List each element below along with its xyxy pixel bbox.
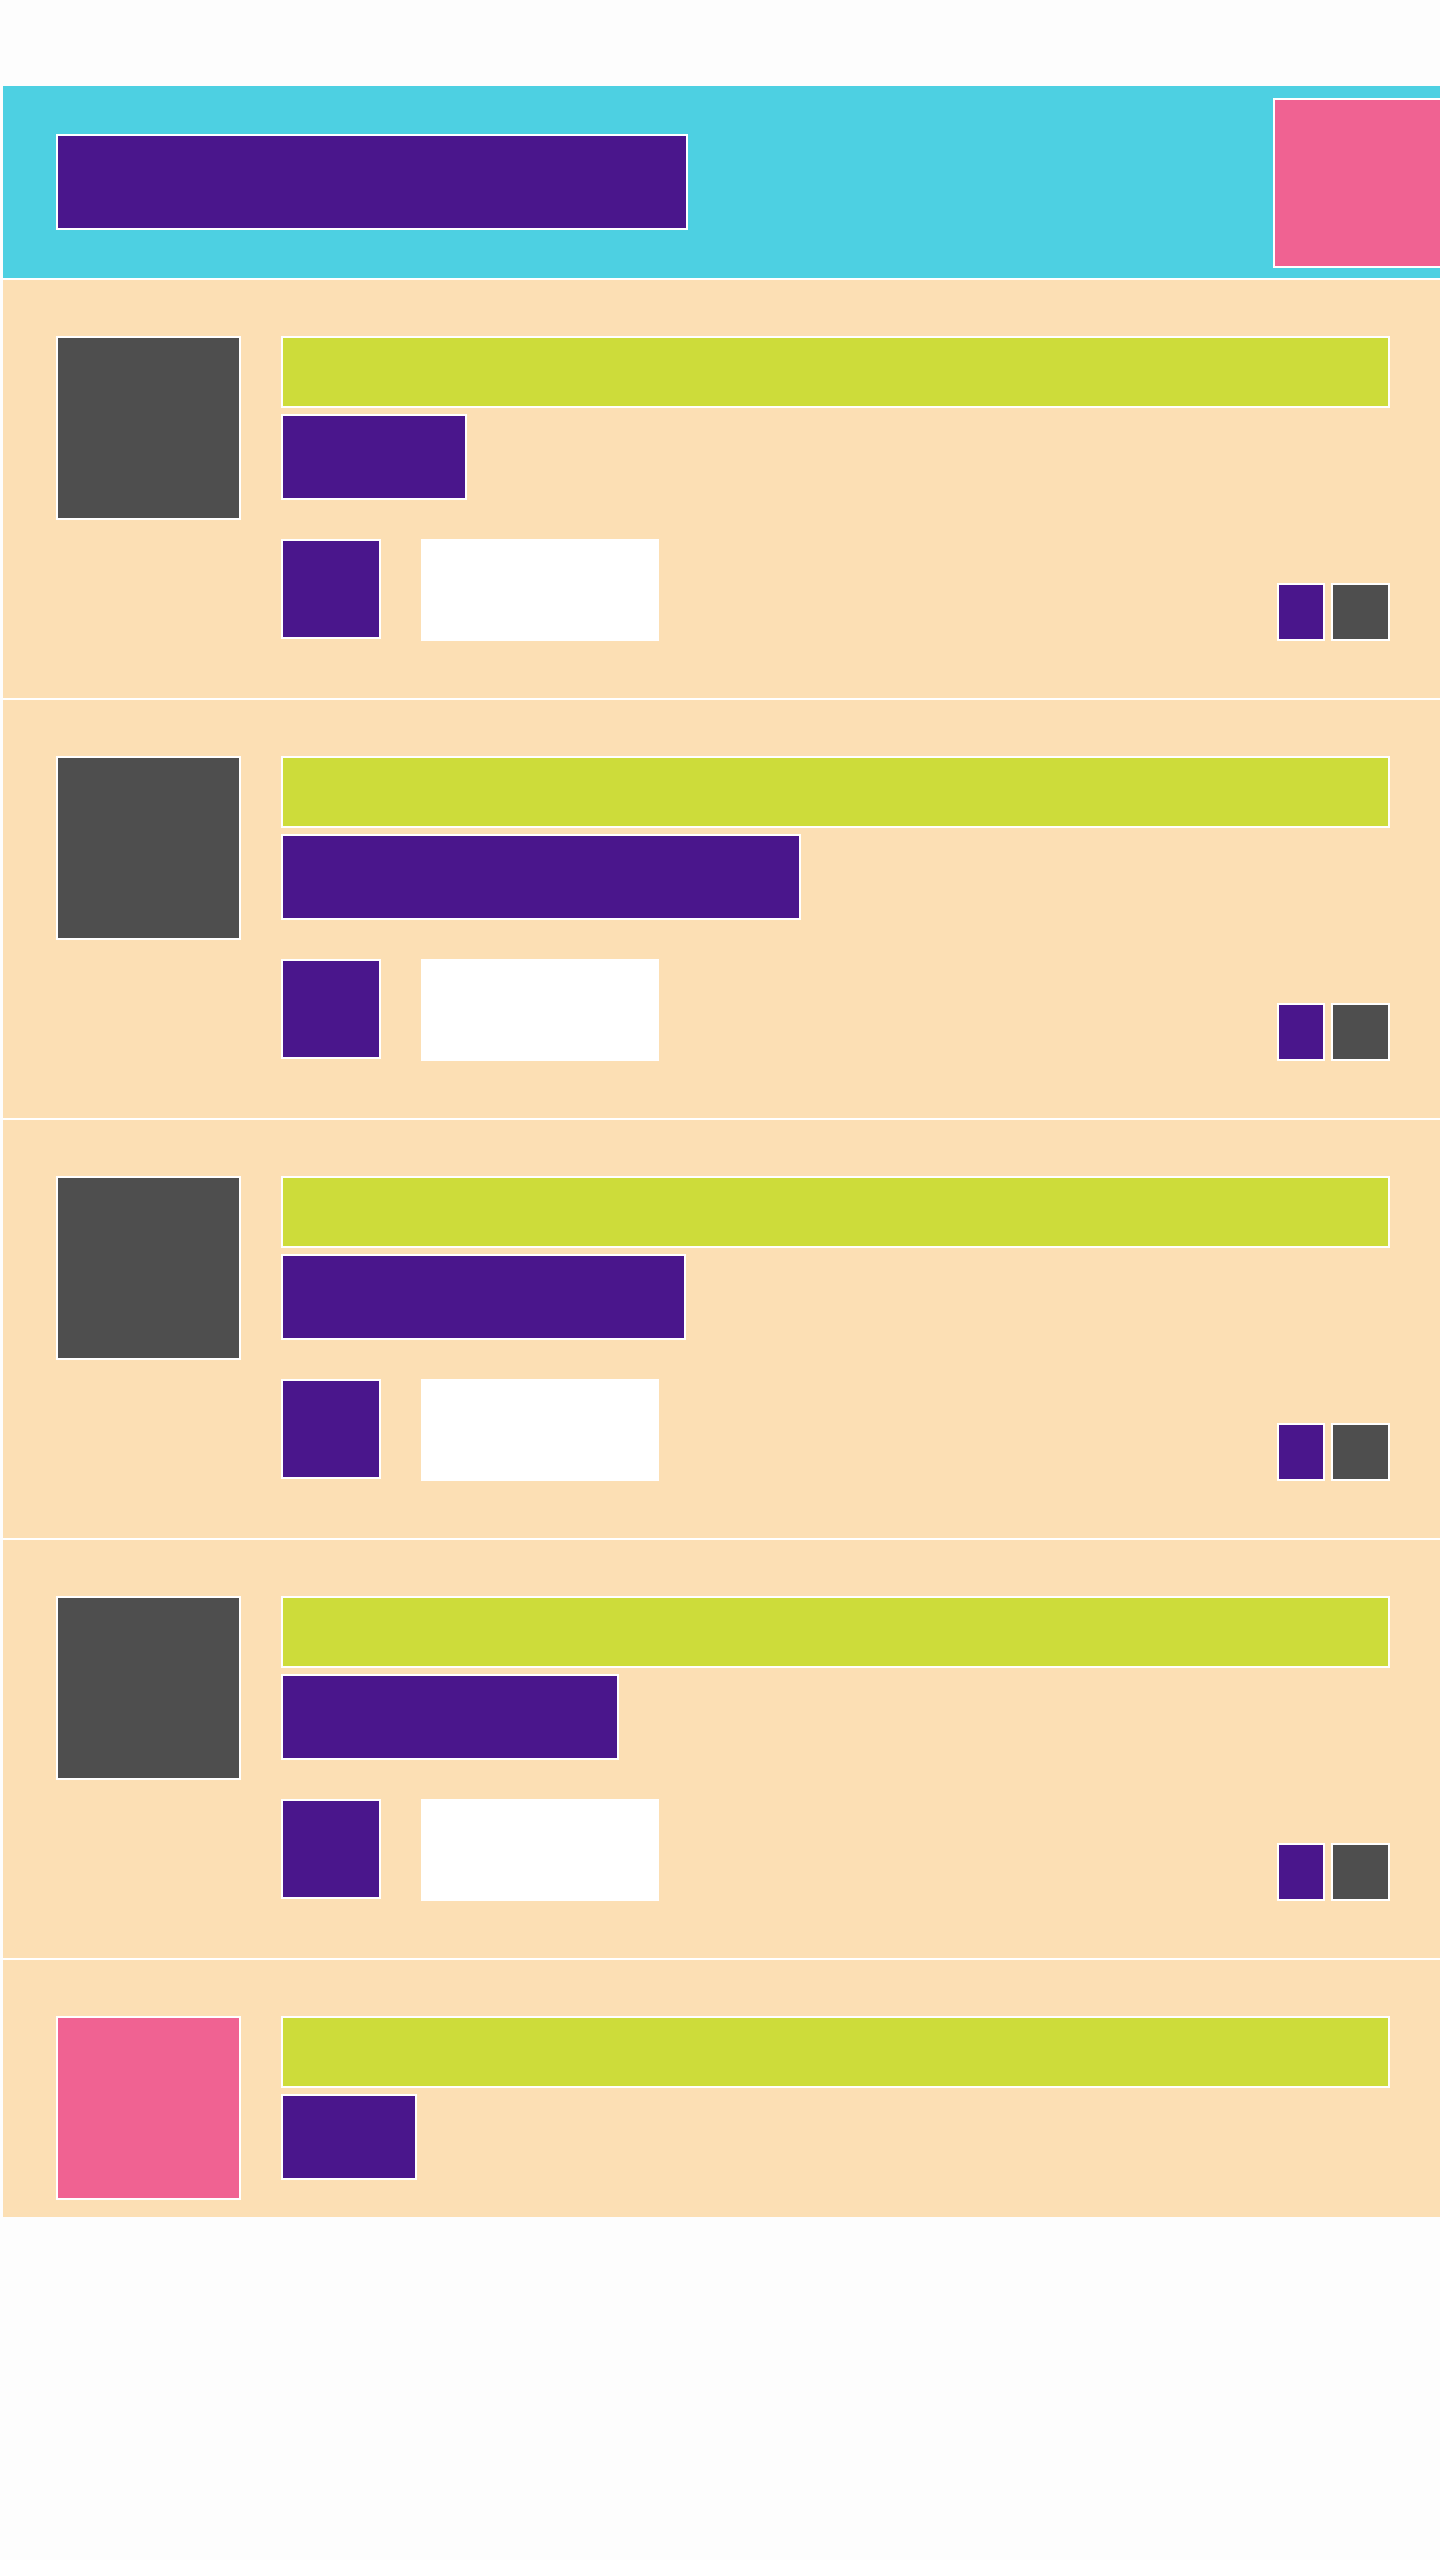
list-item[interactable] bbox=[3, 280, 1440, 700]
item-menu-button[interactable] bbox=[1331, 1003, 1390, 1061]
item-title bbox=[281, 336, 1390, 408]
item-toggle-button[interactable] bbox=[1277, 1843, 1325, 1901]
header-title bbox=[56, 134, 688, 230]
avatar bbox=[56, 2016, 241, 2200]
item-menu-button[interactable] bbox=[1331, 1423, 1390, 1481]
item-action-button[interactable] bbox=[281, 1379, 381, 1479]
item-title bbox=[281, 756, 1390, 828]
item-input-field[interactable] bbox=[421, 1799, 659, 1901]
list-item[interactable] bbox=[3, 700, 1440, 1120]
app-header bbox=[3, 86, 1440, 280]
list-item[interactable] bbox=[3, 1960, 1440, 2217]
item-subtitle bbox=[281, 834, 801, 920]
item-subtitle bbox=[281, 1674, 619, 1760]
avatar bbox=[56, 336, 241, 520]
avatar bbox=[56, 1176, 241, 1360]
item-subtitle bbox=[281, 2094, 417, 2180]
avatar bbox=[56, 1596, 241, 1780]
item-subtitle bbox=[281, 1254, 686, 1340]
header-action-button[interactable] bbox=[1273, 98, 1440, 268]
item-action-button[interactable] bbox=[281, 539, 381, 639]
item-title bbox=[281, 1176, 1390, 1248]
avatar bbox=[56, 756, 241, 940]
item-subtitle bbox=[281, 414, 467, 500]
item-title bbox=[281, 1596, 1390, 1668]
list-item[interactable] bbox=[3, 1120, 1440, 1540]
item-input-field[interactable] bbox=[421, 959, 659, 1061]
list-item[interactable] bbox=[3, 1540, 1440, 1960]
item-menu-button[interactable] bbox=[1331, 583, 1390, 641]
feed-list bbox=[3, 280, 1440, 2217]
item-input-field[interactable] bbox=[421, 539, 659, 641]
item-action-button[interactable] bbox=[281, 959, 381, 1059]
item-toggle-button[interactable] bbox=[1277, 1423, 1325, 1481]
item-title bbox=[281, 2016, 1390, 2088]
item-menu-button[interactable] bbox=[1331, 1843, 1390, 1901]
item-input-field[interactable] bbox=[421, 1379, 659, 1481]
item-toggle-button[interactable] bbox=[1277, 583, 1325, 641]
item-toggle-button[interactable] bbox=[1277, 1003, 1325, 1061]
item-action-button[interactable] bbox=[281, 1799, 381, 1899]
